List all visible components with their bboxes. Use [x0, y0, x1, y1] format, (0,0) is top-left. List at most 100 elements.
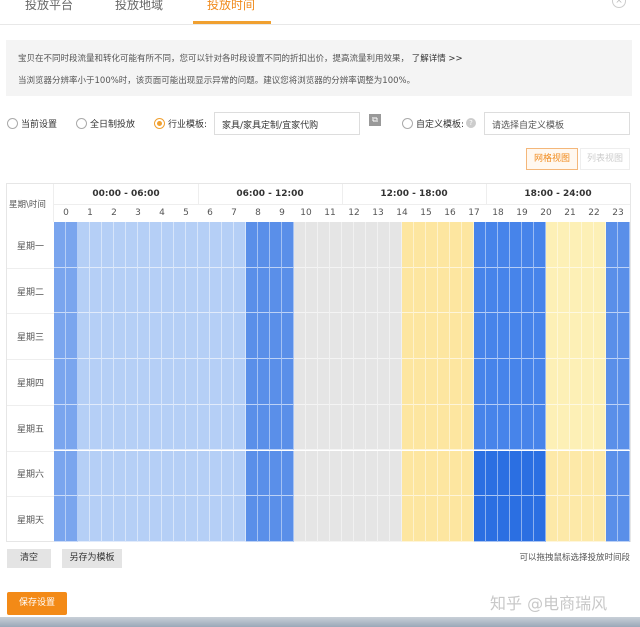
time-cell[interactable] — [270, 267, 282, 314]
time-cell[interactable] — [318, 359, 330, 405]
time-cell[interactable] — [294, 404, 306, 451]
time-cell[interactable] — [198, 222, 210, 268]
time-cell[interactable] — [618, 450, 630, 497]
time-cell[interactable] — [486, 496, 498, 542]
time-cell[interactable] — [558, 496, 570, 542]
time-cell[interactable] — [78, 450, 90, 497]
time-cell[interactable] — [234, 359, 246, 405]
time-cell[interactable] — [90, 450, 102, 497]
time-cell[interactable] — [354, 267, 366, 314]
time-cell[interactable] — [210, 496, 222, 542]
time-cell[interactable] — [318, 404, 330, 451]
time-cell[interactable] — [234, 450, 246, 497]
time-cell[interactable] — [510, 450, 522, 497]
time-cell[interactable] — [546, 450, 558, 497]
time-cell[interactable] — [582, 267, 594, 314]
time-cell[interactable] — [366, 496, 378, 542]
save-settings-button[interactable]: 保存设置 — [7, 592, 67, 615]
time-cell[interactable] — [378, 404, 390, 451]
time-cell[interactable] — [138, 404, 150, 451]
time-cell[interactable] — [294, 267, 306, 314]
time-cell[interactable] — [114, 267, 126, 314]
time-cell[interactable] — [306, 496, 318, 542]
time-cell[interactable] — [510, 222, 522, 268]
time-cell[interactable] — [414, 404, 426, 451]
time-cell[interactable] — [378, 450, 390, 497]
time-cell[interactable] — [126, 222, 138, 268]
time-cell[interactable] — [342, 404, 354, 451]
time-cell[interactable] — [558, 404, 570, 451]
time-cell[interactable] — [450, 359, 462, 405]
time-cell[interactable] — [234, 267, 246, 314]
time-cell[interactable] — [606, 267, 618, 314]
time-cell[interactable] — [606, 313, 618, 360]
time-cell[interactable] — [570, 359, 582, 405]
time-cell[interactable] — [486, 404, 498, 451]
time-cell[interactable] — [318, 222, 330, 268]
time-cell[interactable] — [174, 313, 186, 360]
time-cell[interactable] — [618, 496, 630, 542]
time-cell[interactable] — [186, 222, 198, 268]
time-cell[interactable] — [534, 313, 546, 360]
time-cell[interactable] — [282, 267, 294, 314]
time-cell[interactable] — [162, 450, 174, 497]
time-cell[interactable] — [558, 359, 570, 405]
time-cell[interactable] — [486, 450, 498, 497]
time-cell[interactable] — [114, 404, 126, 451]
time-cell[interactable] — [618, 222, 630, 268]
time-cell[interactable] — [546, 313, 558, 360]
time-cell[interactable] — [498, 404, 510, 451]
time-cell[interactable] — [414, 359, 426, 405]
time-cell[interactable] — [66, 496, 78, 542]
time-cell[interactable] — [138, 496, 150, 542]
time-cell[interactable] — [306, 450, 318, 497]
time-cell[interactable] — [282, 359, 294, 405]
time-cell[interactable] — [258, 496, 270, 542]
time-cell[interactable] — [174, 267, 186, 314]
time-cell[interactable] — [570, 496, 582, 542]
time-cell[interactable] — [534, 450, 546, 497]
time-cell[interactable] — [54, 496, 66, 542]
time-cell[interactable] — [390, 496, 402, 542]
time-cell[interactable] — [366, 222, 378, 268]
time-cell[interactable] — [90, 496, 102, 542]
time-cell[interactable] — [150, 450, 162, 497]
time-cell[interactable] — [186, 313, 198, 360]
time-cell[interactable] — [234, 313, 246, 360]
time-cell[interactable] — [114, 222, 126, 268]
time-cell[interactable] — [522, 496, 534, 542]
time-cell[interactable] — [438, 496, 450, 542]
time-cell[interactable] — [402, 359, 414, 405]
time-cell[interactable] — [462, 450, 474, 497]
time-cell[interactable] — [558, 222, 570, 268]
time-cell[interactable] — [342, 222, 354, 268]
time-cell[interactable] — [582, 404, 594, 451]
time-cell[interactable] — [246, 267, 258, 314]
time-cell[interactable] — [606, 222, 618, 268]
time-cell[interactable] — [414, 313, 426, 360]
time-cell[interactable] — [174, 222, 186, 268]
time-cell[interactable] — [414, 450, 426, 497]
time-cell[interactable] — [354, 450, 366, 497]
time-cell[interactable] — [210, 450, 222, 497]
time-cell[interactable] — [318, 267, 330, 314]
time-cell[interactable] — [258, 450, 270, 497]
time-cell[interactable] — [546, 222, 558, 268]
time-cell[interactable] — [582, 313, 594, 360]
radio-custom[interactable] — [402, 118, 413, 129]
time-cell[interactable] — [270, 496, 282, 542]
time-cell[interactable] — [390, 267, 402, 314]
time-cell[interactable] — [618, 313, 630, 360]
time-cell[interactable] — [66, 222, 78, 268]
time-cell[interactable] — [498, 359, 510, 405]
time-cell[interactable] — [474, 222, 486, 268]
time-cell[interactable] — [234, 496, 246, 542]
time-cell[interactable] — [270, 450, 282, 497]
time-cell[interactable] — [306, 404, 318, 451]
time-cell[interactable] — [330, 496, 342, 542]
time-cell[interactable] — [570, 313, 582, 360]
time-cell[interactable] — [174, 496, 186, 542]
time-cell[interactable] — [102, 313, 114, 360]
time-cell[interactable] — [126, 313, 138, 360]
time-cell[interactable] — [246, 450, 258, 497]
